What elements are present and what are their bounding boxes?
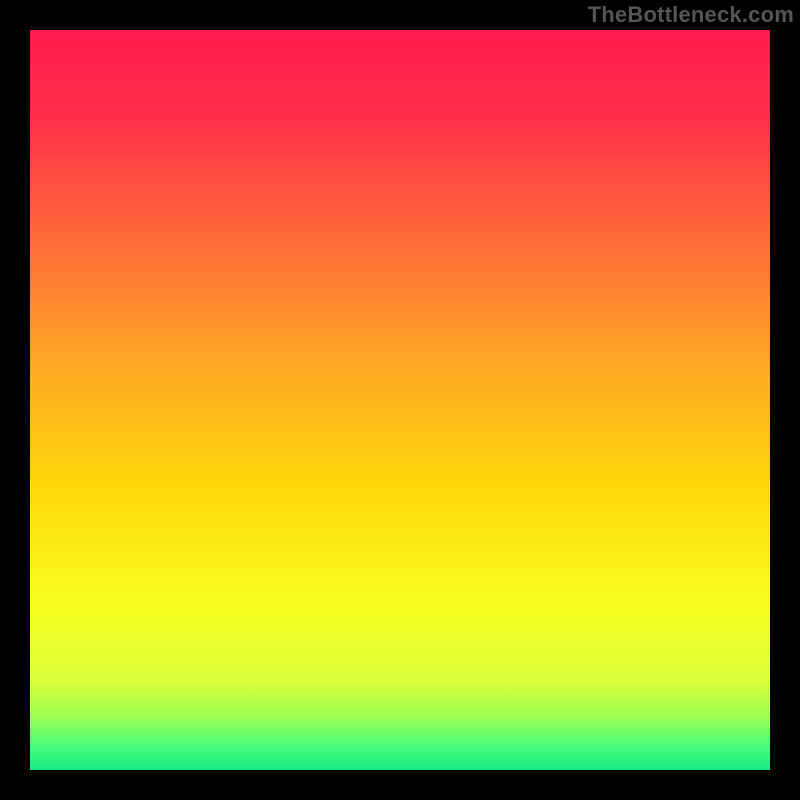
plot-area xyxy=(30,30,770,770)
watermark-text: TheBottleneck.com xyxy=(588,2,794,28)
outer-frame: TheBottleneck.com xyxy=(0,0,800,800)
gradient-background xyxy=(30,30,770,770)
